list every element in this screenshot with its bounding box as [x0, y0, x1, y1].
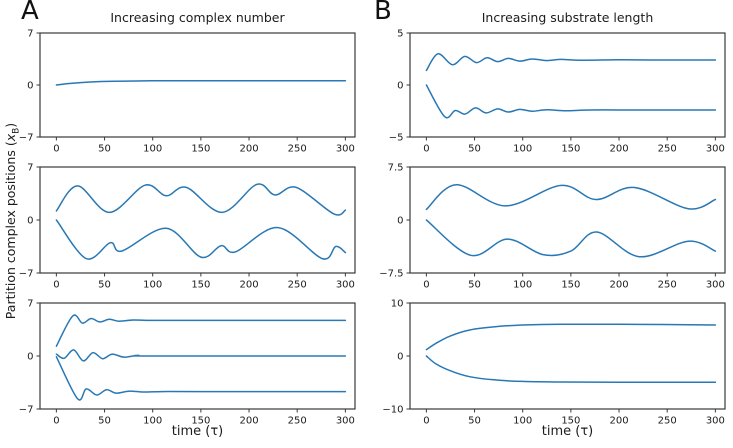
svg-text:50: 50 — [98, 144, 111, 155]
svg-text:300: 300 — [336, 416, 355, 427]
svg-text:150: 150 — [191, 280, 210, 291]
svg-text:250: 250 — [658, 144, 677, 155]
svg-text:200: 200 — [609, 416, 628, 427]
svg-text:0: 0 — [27, 81, 33, 92]
svg-text:300: 300 — [706, 416, 725, 427]
svg-text:0: 0 — [397, 216, 403, 227]
svg-text:100: 100 — [143, 416, 162, 427]
svg-text:50: 50 — [98, 416, 111, 427]
x-axis-label-b: time (τ) — [541, 424, 594, 439]
svg-text:−7: −7 — [19, 133, 34, 144]
svg-text:200: 200 — [609, 280, 628, 291]
column-b-title: Increasing substrate length — [481, 10, 654, 25]
svg-text:100: 100 — [513, 416, 532, 427]
panel-label-b: B — [374, 0, 392, 26]
svg-text:250: 250 — [658, 416, 677, 427]
svg-text:150: 150 — [191, 144, 210, 155]
svg-text:0: 0 — [27, 216, 33, 227]
svg-text:300: 300 — [706, 280, 725, 291]
svg-text:7: 7 — [27, 29, 33, 40]
svg-text:250: 250 — [288, 416, 307, 427]
svg-text:0: 0 — [423, 416, 429, 427]
svg-text:300: 300 — [336, 144, 355, 155]
svg-text:300: 300 — [336, 280, 355, 291]
svg-text:200: 200 — [609, 144, 628, 155]
x-axis-label-a: time (τ) — [171, 424, 224, 439]
svg-text:0: 0 — [423, 144, 429, 155]
svg-text:150: 150 — [561, 144, 580, 155]
svg-text:100: 100 — [143, 144, 162, 155]
subplot-b-bottom: 10 0 −10 0 50 100 150 200 250 300 — [374, 295, 733, 431]
svg-text:−7: −7 — [19, 405, 34, 416]
subplot-b-middle: 7.5 0 −7.5 0 50 100 150 200 250 300 — [374, 159, 733, 295]
svg-text:200: 200 — [239, 144, 258, 155]
subplot-a-middle: 7 0 −7 0 50 100 150 200 250 300 — [4, 159, 363, 295]
svg-text:100: 100 — [513, 144, 532, 155]
svg-text:150: 150 — [561, 280, 580, 291]
svg-text:7: 7 — [27, 163, 33, 174]
svg-text:200: 200 — [239, 416, 258, 427]
svg-text:−7: −7 — [19, 269, 34, 280]
panel-label-a: A — [21, 0, 39, 26]
svg-text:50: 50 — [468, 144, 481, 155]
svg-text:5: 5 — [397, 29, 403, 40]
svg-text:0: 0 — [423, 280, 429, 291]
svg-text:−10: −10 — [382, 405, 403, 416]
svg-text:250: 250 — [658, 280, 677, 291]
svg-text:0: 0 — [397, 81, 403, 92]
subplot-a-bottom: 7 0 −7 0 50 100 150 200 250 300 — [4, 295, 363, 431]
svg-text:0: 0 — [53, 144, 59, 155]
svg-text:100: 100 — [143, 280, 162, 291]
column-a-title: Increasing complex number — [110, 10, 285, 25]
subplot-a-top: 7 0 −7 0 50 100 150 200 250 300 — [4, 25, 363, 159]
svg-text:200: 200 — [239, 280, 258, 291]
svg-text:300: 300 — [706, 144, 725, 155]
svg-text:0: 0 — [27, 352, 33, 363]
svg-text:150: 150 — [561, 416, 580, 427]
svg-text:0: 0 — [397, 352, 403, 363]
svg-text:50: 50 — [468, 416, 481, 427]
svg-text:50: 50 — [98, 280, 111, 291]
svg-text:0: 0 — [53, 280, 59, 291]
svg-text:50: 50 — [468, 280, 481, 291]
svg-text:250: 250 — [288, 280, 307, 291]
svg-text:7: 7 — [27, 299, 33, 310]
svg-text:−5: −5 — [389, 133, 404, 144]
svg-text:100: 100 — [513, 280, 532, 291]
svg-text:−7.5: −7.5 — [379, 269, 403, 280]
svg-text:250: 250 — [288, 144, 307, 155]
svg-text:7.5: 7.5 — [388, 163, 404, 174]
svg-text:150: 150 — [191, 416, 210, 427]
subplot-b-top: 5 0 −5 0 50 100 150 200 250 300 — [374, 25, 733, 159]
svg-text:0: 0 — [53, 416, 59, 427]
svg-text:10: 10 — [391, 299, 404, 310]
